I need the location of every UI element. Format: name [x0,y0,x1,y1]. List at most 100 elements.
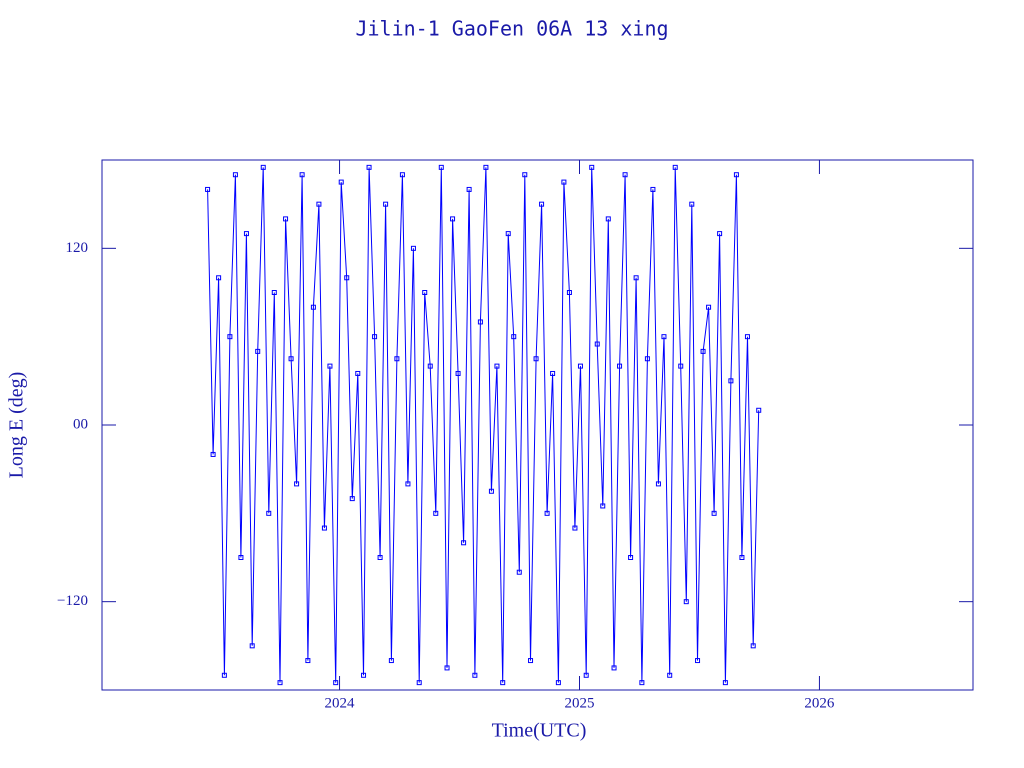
data-point [205,186,211,192]
data-point [678,363,684,369]
data-point [405,481,411,487]
chart-title: Jilin-1 GaoFen 06A 13 xing [355,17,668,41]
x-tick-label: 2024 [325,695,356,711]
data-point [605,216,611,222]
data-point [594,341,600,347]
plot-frame [101,159,974,691]
data-point [221,672,227,678]
data-point [271,290,277,295]
data-point [717,231,723,237]
data-point [539,201,545,207]
data-point [566,290,572,295]
data-point [583,672,589,678]
data-point [338,179,344,185]
data-point [488,488,494,494]
data-point [372,334,378,340]
data-point [533,356,539,362]
x-axis-label: Time(UTC) [492,720,587,742]
data-point [577,363,583,369]
data-point [695,658,701,664]
data-point [450,216,456,222]
data-point [238,555,244,560]
y-tick-label: −120 [57,593,88,609]
data-point [327,363,333,369]
data-point [410,245,416,251]
data-point [483,164,489,170]
data-point [355,370,361,376]
data-point [477,319,483,325]
data-point [589,164,595,170]
data-point [383,201,389,207]
data-point [555,680,561,686]
data-point [294,481,300,487]
data-point [399,172,405,178]
data-point [394,356,400,362]
data-point [333,680,339,686]
data-point [650,186,656,192]
data-point [572,525,578,531]
data-point [466,186,472,192]
data-point [550,370,556,376]
data-point [744,334,750,340]
data-point [733,172,739,178]
data-point [472,672,478,678]
data-point [600,503,606,509]
data-point [500,680,506,686]
data-point [349,496,355,502]
data-point [283,216,289,222]
data-point [511,334,517,340]
data-point [739,555,745,560]
data-point [672,164,678,170]
data-point [756,407,762,413]
data-point [706,304,712,310]
data-point [344,275,350,281]
data-point [266,510,272,516]
data-point [455,370,461,376]
data-point [416,680,422,686]
data-point [661,334,667,340]
data-point [422,290,428,295]
data-point [528,658,534,664]
data-point [243,231,249,237]
data-point [611,665,617,671]
data-point [516,569,522,575]
data-point [522,172,528,178]
data-point [722,680,728,686]
data-point [444,665,450,671]
data-point [617,363,623,369]
y-axis-label: Long E (deg) [6,372,28,479]
data-point [750,643,756,649]
data-point [388,658,394,664]
data-point [227,334,233,340]
data-point [628,555,634,560]
data-point [310,304,316,310]
y-tick-label: 00 [73,416,88,432]
data-point [316,201,322,207]
data-point [667,672,673,678]
data-point [622,172,628,178]
data-point [260,164,266,170]
data-point [728,378,734,384]
data-point [561,179,567,185]
data-point [366,164,372,170]
data-point [299,172,305,178]
data-point [689,201,695,207]
data-point [655,481,661,487]
data-point [232,172,238,178]
data-point [644,356,650,362]
data-point [216,275,222,281]
data-point [288,356,294,362]
data-point [494,363,500,369]
data-point [544,510,550,516]
data-point [700,348,706,354]
data-point [377,555,383,560]
data-point [461,540,467,546]
x-tick-label: 2025 [564,695,594,711]
data-line [207,167,760,683]
data-point [427,363,433,369]
data-point [438,164,444,170]
data-point [361,672,367,678]
data-point [683,599,689,605]
x-tick-label: 2026 [804,695,835,711]
